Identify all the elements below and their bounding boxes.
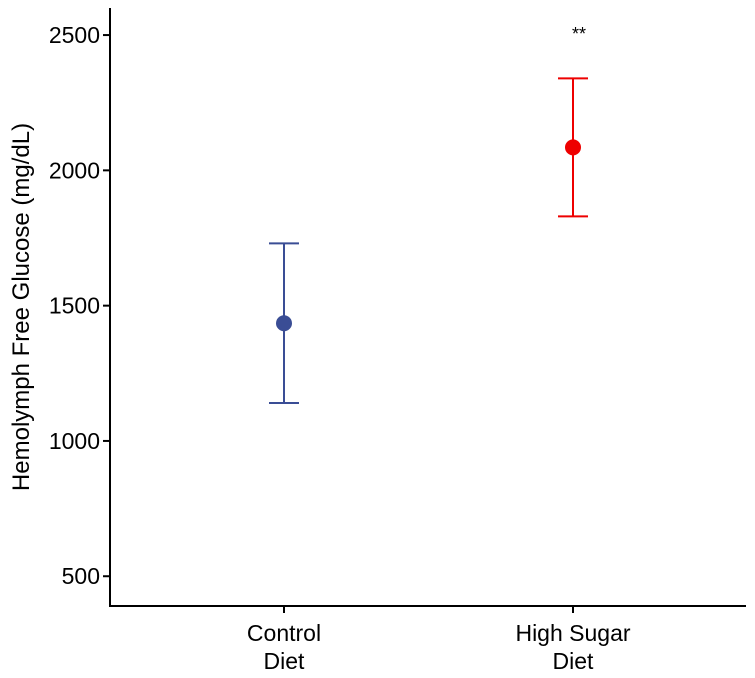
significance-annotation: ** [572,24,586,44]
y-tick-label: 500 [62,563,100,589]
y-tick-label: 1500 [49,293,100,319]
y-axis-ticks: 500 1000 1500 2000 2500 [49,22,110,589]
mean-point [276,315,292,332]
axes [109,8,746,607]
y-tick-label: 2000 [49,157,100,183]
x-category-label: Diet [264,648,306,674]
y-tick-label: 1000 [49,428,100,454]
x-category-label: Control [247,620,321,646]
data-marks: ** [269,24,588,405]
y-axis-title: Hemolymph Free Glucose (mg/dL) [8,123,35,491]
x-category-label: Diet [553,648,595,674]
mean-point [565,139,581,156]
x-category-label: High Sugar [515,620,630,646]
y-tick-label: 2500 [49,22,100,48]
